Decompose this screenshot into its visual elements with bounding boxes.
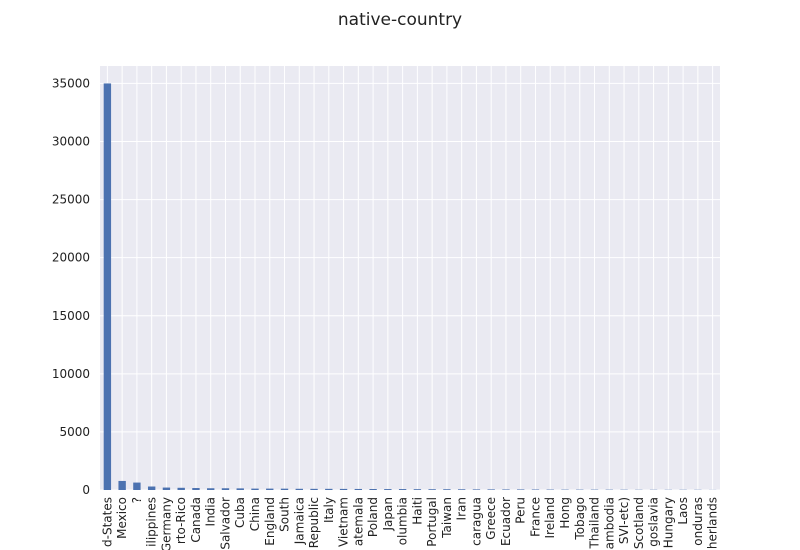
x-tick-label: Thailand [588, 497, 602, 550]
bar [398, 489, 407, 490]
x-tick-label: Peru [514, 497, 528, 524]
bar [236, 488, 244, 490]
bar [502, 489, 510, 490]
y-axis-ticks: 0 5000 10000 15000 20000 25000 30000 35000 [52, 76, 90, 497]
x-tick-label: Jamaica [292, 497, 306, 545]
bar [280, 488, 289, 490]
x-tick-label: Ireland [543, 497, 557, 539]
bar [413, 489, 422, 490]
x-tick-label: herlands [706, 497, 720, 549]
x-tick-label: Tobago [573, 497, 587, 541]
x-tick-label: atemala [351, 497, 365, 546]
bar [457, 489, 466, 490]
bar [428, 489, 436, 490]
bar [295, 488, 303, 490]
bar [384, 489, 392, 490]
bar [325, 488, 333, 490]
x-tick-label: Japan [381, 497, 395, 531]
x-tick-label: Salvador [218, 497, 232, 550]
x-tick-label: Hong [558, 497, 572, 529]
x-tick-label: Iran [455, 497, 469, 520]
bar [147, 486, 156, 490]
x-tick-label: South [278, 497, 292, 532]
x-tick-label: India [204, 497, 218, 526]
bar [369, 489, 377, 490]
x-tick-label: Greece [484, 497, 498, 540]
y-tick-label: 20000 [52, 251, 90, 265]
x-tick-label: caragua [469, 497, 483, 546]
x-tick-label: England [263, 497, 277, 546]
y-tick-label: 10000 [52, 367, 90, 381]
y-tick-label: 30000 [52, 135, 90, 149]
bar [266, 488, 274, 490]
x-tick-label: Portugal [425, 497, 439, 547]
x-tick-label: d-States [100, 497, 114, 547]
x-tick-label: Taiwan [440, 497, 454, 539]
bar [207, 488, 215, 490]
grid-lines [100, 66, 720, 491]
bar [472, 489, 481, 490]
bar [354, 488, 363, 490]
x-tick-label: France [528, 497, 542, 537]
bar [133, 482, 141, 490]
y-tick-label: 25000 [52, 193, 90, 207]
x-tick-label: China [248, 497, 262, 531]
plot-area [100, 66, 720, 490]
x-tick-label: Haiti [410, 497, 424, 525]
x-tick-label: Canada [189, 497, 203, 543]
x-tick-label: Hungary [661, 497, 675, 548]
x-tick-label: ambodia [602, 497, 616, 549]
bar [103, 83, 112, 491]
bars [103, 83, 717, 491]
bar [177, 487, 185, 490]
bar [192, 488, 200, 490]
x-tick-label: ilippines [145, 497, 159, 547]
bar [251, 488, 259, 490]
x-tick-label: Ecuador [499, 497, 513, 546]
x-tick-label: Cuba [233, 497, 247, 528]
bar [487, 489, 495, 490]
x-tick-label: olumbia [396, 497, 410, 545]
chart-title: native-country [338, 10, 462, 30]
x-tick-label: Scotland [632, 497, 646, 549]
x-tick-label: Poland [366, 497, 380, 537]
y-tick-label: 0 [82, 483, 90, 497]
x-tick-label: SVI-etc) [617, 497, 631, 544]
x-tick-label: Vietnam [337, 497, 351, 547]
y-tick-label: 15000 [52, 309, 90, 323]
x-tick-label: onduras [691, 497, 705, 546]
x-tick-label: Laos [676, 497, 690, 525]
bar [339, 488, 348, 490]
bar [118, 480, 126, 490]
x-tick-label: Italy [322, 497, 336, 523]
x-tick-label: rto-Rico [174, 497, 188, 544]
y-tick-label: 5000 [59, 425, 90, 439]
x-tick-label: Mexico [115, 497, 129, 539]
bar [517, 489, 525, 490]
y-tick-label: 35000 [52, 76, 90, 90]
bar [221, 488, 230, 490]
x-tick-label: goslavia [647, 497, 661, 547]
x-tick-label: Republic [307, 497, 321, 548]
bar [443, 489, 451, 490]
x-tick-label: ? [130, 497, 144, 503]
x-axis-ticks: d-States Mexico? ilippines Germany rto-Rico C… [100, 497, 719, 550]
bar [162, 487, 171, 490]
x-tick-label: Germany [159, 497, 173, 550]
bar [310, 488, 318, 490]
